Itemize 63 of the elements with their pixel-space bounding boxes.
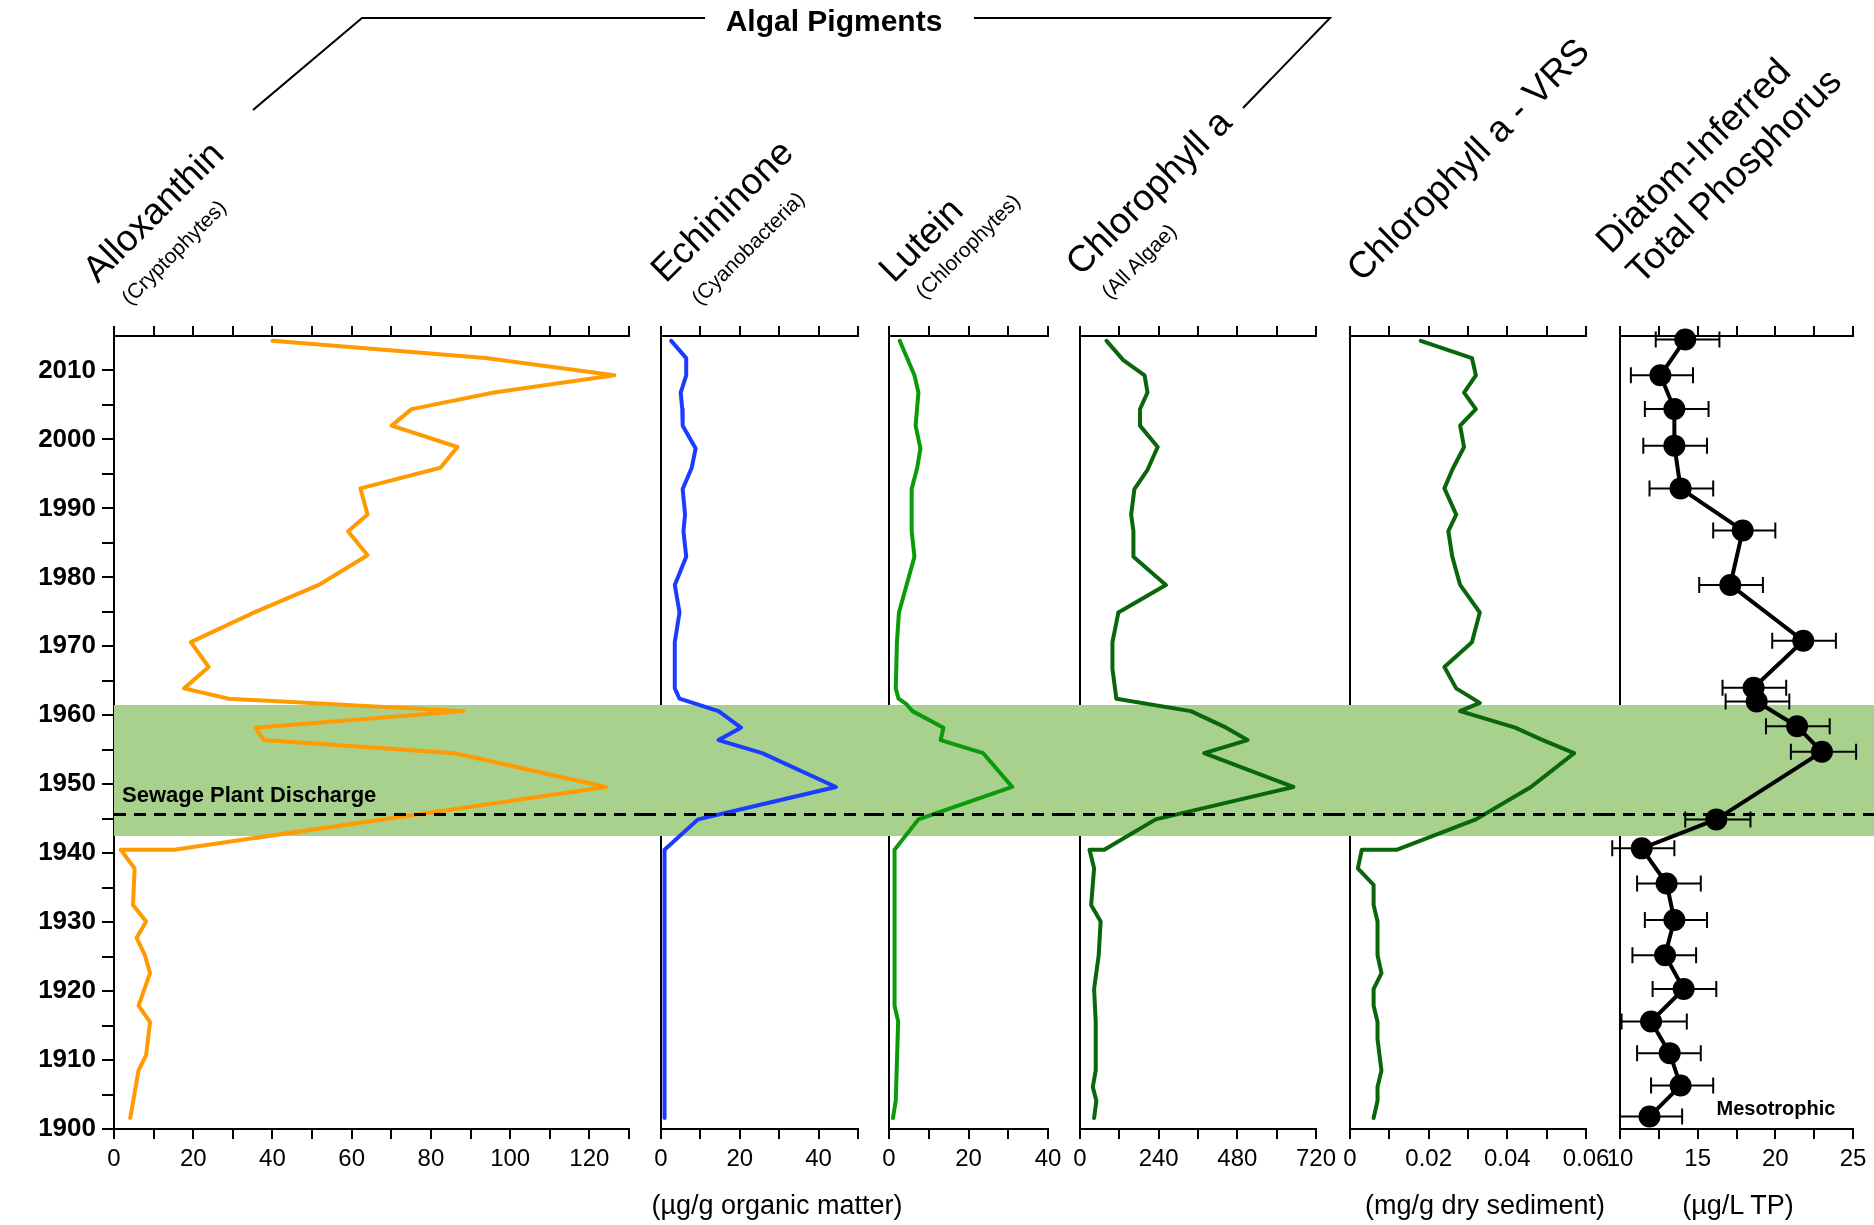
x-tick-label: 0 xyxy=(107,1144,121,1172)
x-tick-label: 0 xyxy=(1073,1144,1087,1172)
y-tick-label: 1970 xyxy=(38,629,96,660)
x-axis-title: (mg/g dry sediment) xyxy=(1364,1190,1606,1221)
point xyxy=(1654,944,1677,967)
point xyxy=(1810,740,1833,763)
x-tick-label: 20 xyxy=(179,1144,207,1172)
x-tick-label: 40 xyxy=(1034,1144,1062,1172)
x-tick-label: 40 xyxy=(259,1144,286,1172)
x-axis-title: (µg/L TP) xyxy=(1682,1190,1794,1221)
point xyxy=(1663,434,1686,457)
x-tick-label: 480 xyxy=(1217,1144,1258,1172)
point xyxy=(1658,1042,1681,1065)
y-tick-label: 2000 xyxy=(38,422,96,453)
point xyxy=(1640,1010,1663,1033)
y-tick-label: 1900 xyxy=(38,1112,96,1143)
point xyxy=(1638,1105,1661,1128)
x-tick-label: 15 xyxy=(1684,1144,1712,1172)
point xyxy=(1630,837,1653,860)
x-tick-label: 20 xyxy=(1761,1144,1789,1172)
point xyxy=(1649,364,1672,387)
x-tick-label: 240 xyxy=(1138,1144,1179,1172)
y-tick-label: 1910 xyxy=(38,1043,96,1074)
x-tick-label: 0 xyxy=(882,1144,896,1172)
y-tick-label: 1980 xyxy=(38,560,96,591)
point xyxy=(1719,573,1742,596)
y-tick-label: 1960 xyxy=(38,698,96,729)
x-tick-label: 0.06 xyxy=(1562,1144,1610,1172)
x-tick-label: 0 xyxy=(654,1144,668,1172)
point xyxy=(1655,872,1678,895)
y-tick-label: 1920 xyxy=(38,974,96,1005)
y-tick-label: 1990 xyxy=(38,491,96,522)
x-axis-title: (µg/g organic matter) xyxy=(651,1190,903,1221)
x-tick-label: 60 xyxy=(338,1144,366,1172)
point xyxy=(1745,690,1768,713)
point xyxy=(1674,328,1697,351)
x-tick-label: 80 xyxy=(417,1144,445,1172)
x-tick-label: 720 xyxy=(1295,1144,1337,1172)
annotation: Mesotrophic xyxy=(1716,1097,1836,1120)
point xyxy=(1669,1074,1692,1097)
point xyxy=(1792,629,1815,652)
ref-line-label: Sewage Plant Discharge xyxy=(122,781,377,807)
point xyxy=(1663,909,1686,932)
y-tick-label: 1930 xyxy=(38,905,96,936)
point xyxy=(1705,808,1728,831)
text: Algal Pigments xyxy=(725,4,943,38)
x-tick-label: 20 xyxy=(726,1144,754,1172)
point xyxy=(1663,398,1686,421)
y-tick-label: 1950 xyxy=(38,767,96,798)
x-tick-label: 0.04 xyxy=(1483,1144,1531,1172)
x-tick-label: 0.02 xyxy=(1405,1144,1453,1172)
x-tick-label: 40 xyxy=(805,1144,832,1172)
x-tick-label: 120 xyxy=(569,1144,610,1172)
y-tick-label: 1940 xyxy=(38,836,96,867)
point xyxy=(1786,715,1809,738)
point xyxy=(1731,519,1754,542)
x-tick-label: 20 xyxy=(955,1144,982,1172)
y-tick-label: 2010 xyxy=(38,353,96,384)
point xyxy=(1669,477,1692,500)
x-tick-label: 0 xyxy=(1343,1144,1357,1172)
point xyxy=(1672,978,1695,1001)
x-tick-label: 25 xyxy=(1839,1144,1867,1172)
x-tick-label: 100 xyxy=(490,1144,531,1172)
